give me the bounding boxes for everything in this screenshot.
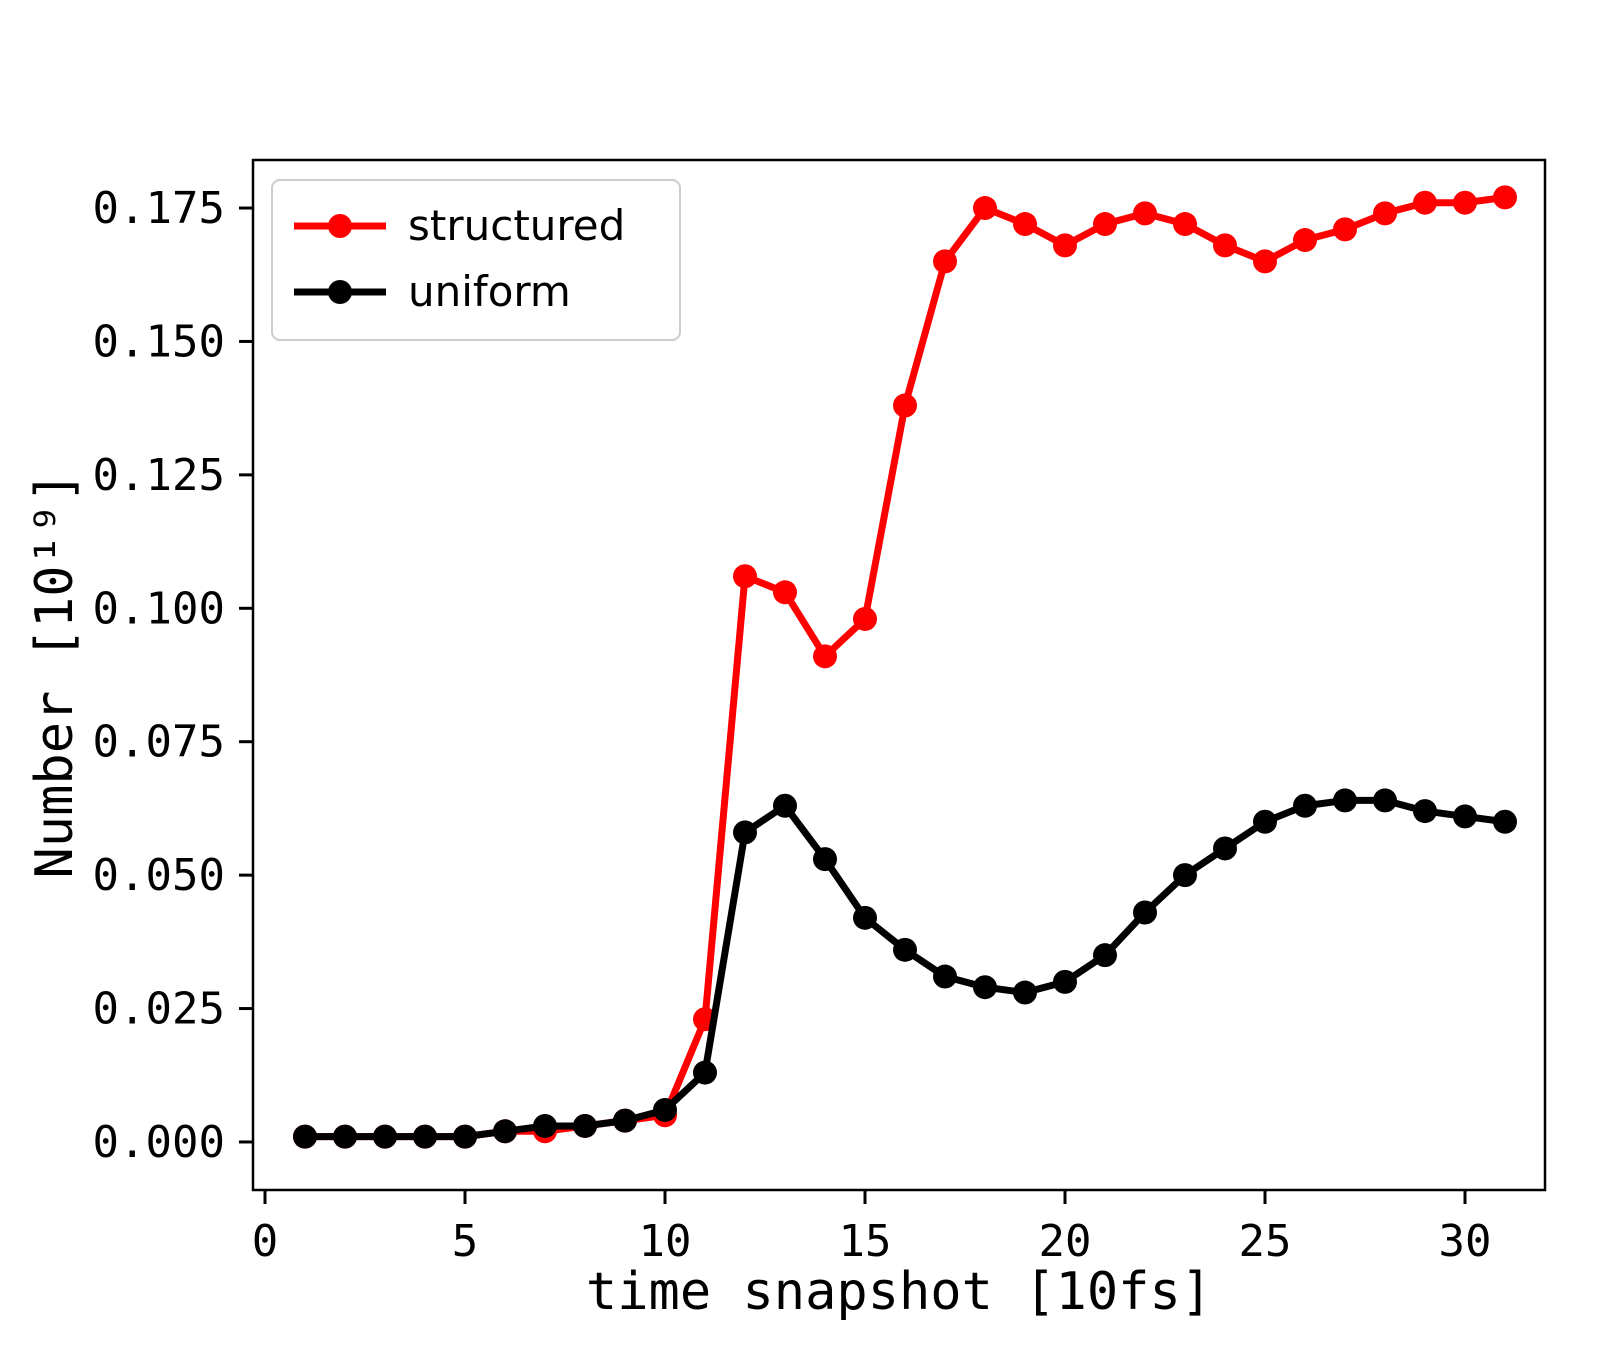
legend-swatch-marker-structured (328, 214, 352, 238)
data-point-structured (1253, 249, 1277, 274)
data-point-structured (813, 644, 837, 669)
data-point-structured (1093, 212, 1117, 237)
data-point-structured (1453, 190, 1477, 215)
data-point-uniform (613, 1108, 637, 1133)
data-point-structured (1053, 233, 1077, 258)
data-point-uniform (533, 1113, 557, 1138)
data-point-uniform (933, 964, 957, 989)
data-point-uniform (693, 1060, 717, 1085)
data-point-structured (1373, 201, 1397, 226)
legend-label-structured: structured (408, 201, 625, 250)
series-line-uniform (301, 796, 1509, 1141)
data-point-uniform (1053, 969, 1077, 994)
data-point-uniform (1133, 900, 1157, 925)
data-point-structured (1293, 228, 1317, 253)
data-point-uniform (853, 905, 877, 930)
data-point-structured (1333, 217, 1357, 242)
x-tick-label: 10 (639, 1216, 692, 1267)
x-tick-label: 25 (1239, 1216, 1292, 1267)
data-point-structured (1013, 212, 1037, 237)
data-point-uniform (1093, 943, 1117, 968)
data-point-uniform (1333, 788, 1357, 813)
data-point-uniform (893, 937, 917, 962)
y-tick-label: 0.175 (93, 183, 225, 234)
data-point-uniform (1493, 809, 1517, 834)
y-axis-label: Number [10¹⁹] (25, 471, 85, 879)
data-point-structured (1173, 212, 1197, 237)
data-point-structured (853, 606, 877, 631)
data-point-uniform (1013, 980, 1037, 1005)
data-point-structured (1213, 233, 1237, 258)
y-tick-label: 0.000 (93, 1117, 225, 1168)
data-point-uniform (813, 847, 837, 872)
data-point-uniform (1253, 809, 1277, 834)
data-point-structured (893, 393, 917, 418)
data-point-uniform (1373, 788, 1397, 813)
data-point-structured (1413, 190, 1437, 215)
x-tick-label: 5 (452, 1216, 479, 1267)
data-point-structured (933, 249, 957, 274)
data-point-uniform (1173, 863, 1197, 888)
x-tick-label: 30 (1439, 1216, 1492, 1267)
data-point-uniform (293, 1124, 317, 1149)
data-point-structured (733, 564, 757, 589)
data-point-uniform (733, 820, 757, 845)
y-tick-label: 0.125 (93, 450, 225, 501)
data-point-uniform (333, 1124, 357, 1149)
data-point-structured (1133, 201, 1157, 226)
x-tick-label: 15 (839, 1216, 892, 1267)
x-tick-label: 0 (252, 1216, 279, 1267)
legend-box (271, 179, 681, 341)
y-tick-label: 0.100 (93, 583, 225, 634)
data-point-uniform (1413, 799, 1437, 824)
data-point-structured (973, 196, 997, 221)
plot-area-frame (251, 158, 1547, 1192)
y-tick-label: 0.150 (93, 316, 225, 367)
data-point-structured (1493, 185, 1517, 210)
legend-swatch-marker-uniform (328, 280, 352, 304)
y-tick-label: 0.075 (93, 717, 225, 768)
x-axis-label: time snapshot [10fs] (585, 1262, 1213, 1322)
data-point-uniform (653, 1097, 677, 1122)
data-point-structured (773, 580, 797, 605)
data-point-uniform (573, 1113, 597, 1138)
data-point-uniform (373, 1124, 397, 1149)
data-point-uniform (493, 1119, 517, 1144)
legend-label-uniform: uniform (408, 267, 571, 316)
data-point-uniform (453, 1124, 477, 1149)
data-point-uniform (773, 793, 797, 818)
y-tick-label: 0.025 (93, 984, 225, 1035)
legend: structured uniform (271, 179, 681, 341)
data-point-uniform (413, 1124, 437, 1149)
data-point-uniform (1453, 804, 1477, 829)
x-tick-label: 20 (1039, 1216, 1092, 1267)
data-point-uniform (1293, 793, 1317, 818)
data-point-uniform (1213, 836, 1237, 861)
data-point-uniform (973, 975, 997, 1000)
y-tick-label: 0.050 (93, 850, 225, 901)
